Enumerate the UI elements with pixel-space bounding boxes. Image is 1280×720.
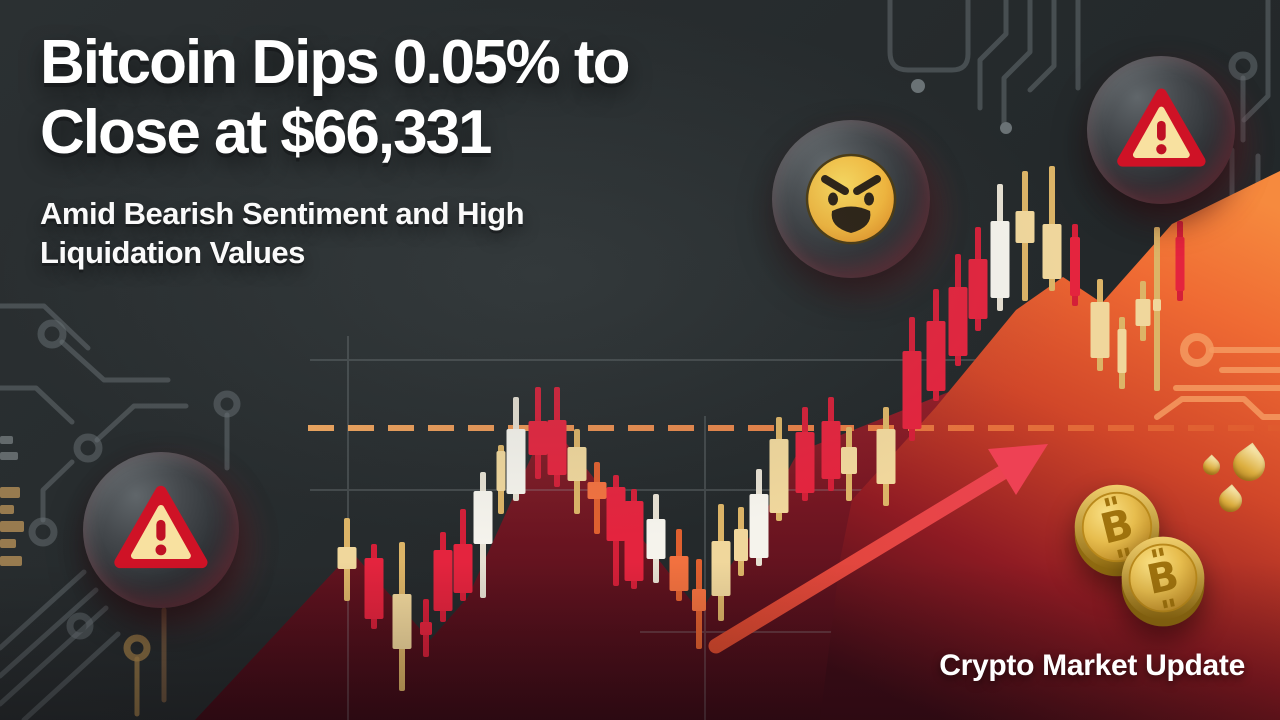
bitcoin-coin-icon: B bbox=[1121, 536, 1205, 620]
candlestick bbox=[821, 397, 841, 491]
warning-triangle-icon bbox=[114, 485, 208, 569]
candlestick bbox=[795, 407, 815, 501]
candlestick bbox=[1015, 171, 1035, 301]
candlestick bbox=[669, 529, 689, 601]
candlestick bbox=[749, 469, 769, 566]
candlestick bbox=[1070, 224, 1080, 306]
candlestick bbox=[420, 599, 432, 657]
candlestick bbox=[769, 417, 789, 521]
angry-face-emoji-icon bbox=[805, 153, 897, 245]
upward-trend-arrow-icon bbox=[708, 444, 1048, 654]
candlestick bbox=[711, 504, 731, 621]
candlestick bbox=[902, 317, 922, 441]
warning-badge-top-right bbox=[1087, 56, 1235, 204]
orange-circuit-traces bbox=[1154, 333, 1280, 420]
headline-line-2: Close at $66,331 bbox=[40, 98, 493, 168]
subheadline: Amid Bearish Sentiment and High Liquidat… bbox=[40, 194, 525, 272]
candlestick bbox=[1042, 166, 1062, 291]
candlestick bbox=[473, 472, 493, 598]
candlestick bbox=[567, 429, 587, 514]
candlestick bbox=[968, 227, 988, 331]
subheadline-line-1: Amid Bearish Sentiment and High bbox=[40, 196, 525, 231]
candlestick bbox=[624, 489, 644, 589]
footer-tagline: Crypto Market Update bbox=[939, 649, 1245, 682]
headline-line-1: Bitcoin Dips 0.05% to bbox=[40, 28, 630, 97]
candlestick bbox=[876, 407, 896, 506]
headline: Bitcoin Dips 0.05% to Close at $66,331 bbox=[40, 28, 630, 168]
angry-emoji-badge bbox=[772, 120, 930, 278]
candlestick bbox=[433, 532, 453, 622]
candlestick bbox=[1153, 227, 1161, 391]
tan-circuit-traces bbox=[123, 607, 167, 717]
candlestick bbox=[948, 254, 968, 366]
candlestick bbox=[606, 475, 626, 586]
bitcoin-coin-front: B bbox=[1119, 534, 1207, 622]
candlestick bbox=[337, 518, 357, 601]
candlestick bbox=[587, 462, 607, 534]
candlestick bbox=[926, 289, 946, 401]
candlestick bbox=[1175, 221, 1185, 301]
warning-badge-left bbox=[83, 452, 239, 608]
subheadline-line-2: Liquidation Values bbox=[40, 235, 305, 271]
candlestick bbox=[364, 544, 384, 629]
candlestick bbox=[734, 507, 748, 576]
candlestick bbox=[392, 542, 412, 691]
candlestick bbox=[990, 184, 1010, 311]
candlestick bbox=[1090, 279, 1110, 371]
candlestick bbox=[453, 509, 473, 601]
candlestick bbox=[506, 397, 526, 501]
candlestick bbox=[692, 559, 706, 649]
candlestick bbox=[841, 427, 857, 501]
candlestick bbox=[1117, 317, 1127, 389]
candlestick bbox=[496, 445, 506, 514]
edge-connector-pins bbox=[0, 436, 24, 566]
warning-triangle-icon bbox=[1116, 88, 1206, 167]
candles bbox=[337, 166, 1185, 691]
candlestick bbox=[547, 387, 567, 487]
candlestick bbox=[528, 387, 548, 479]
candlestick bbox=[646, 494, 666, 583]
candlestick bbox=[1135, 281, 1151, 341]
